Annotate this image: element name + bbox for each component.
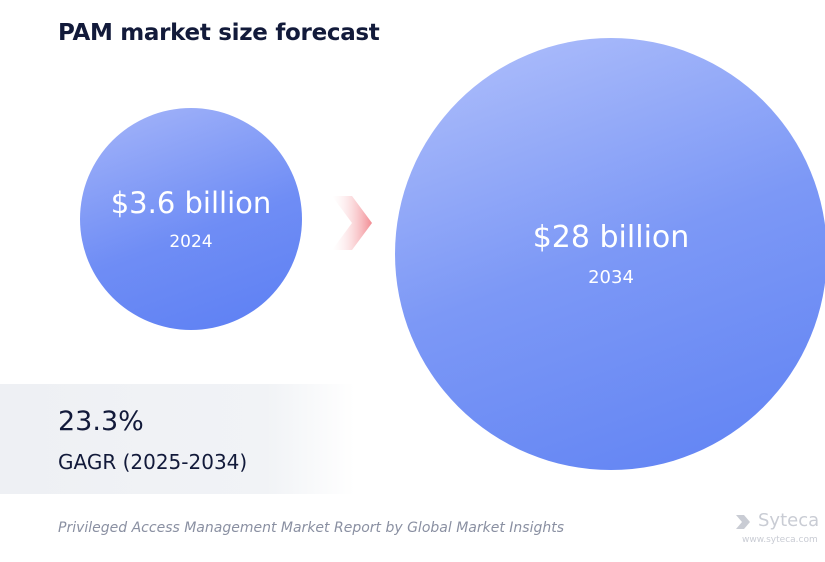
bubble-year-2034: 2034 (588, 267, 634, 288)
cagr-panel (0, 384, 355, 494)
source-note: Privileged Access Management Market Repo… (58, 520, 564, 536)
bubble-2024: $3.6 billion 2024 (80, 108, 302, 330)
forecast-arrow-icon (332, 196, 372, 250)
bubble-year-2024: 2024 (169, 232, 213, 252)
brand-url: www.syteca.com (742, 535, 818, 545)
brand-name: Syteca (758, 510, 820, 531)
bubble-2034: $28 billion 2034 (395, 38, 825, 470)
brand-logo: Syteca www.syteca.com (734, 508, 824, 548)
cagr-label: GAGR (2025-2034) (58, 450, 248, 474)
bubble-value-2024: $3.6 billion (110, 186, 272, 220)
chart-title: PAM market size forecast (58, 20, 380, 46)
cagr-value: 23.3% (58, 406, 144, 437)
bubble-value-2034: $28 billion (532, 220, 690, 255)
brand-mark-icon (736, 515, 750, 529)
